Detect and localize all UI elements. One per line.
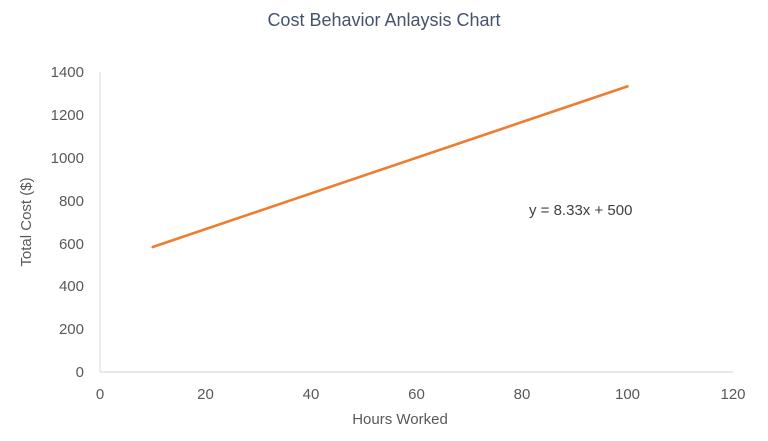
x-tick: 120 <box>720 386 745 403</box>
total-cost-line <box>151 85 629 249</box>
y-tick: 1200 <box>51 107 84 124</box>
y-axis-title: Total Cost ($) <box>18 177 35 266</box>
x-tick: 80 <box>514 386 531 403</box>
x-tick: 60 <box>408 386 425 403</box>
x-tick: 100 <box>615 386 640 403</box>
y-tick: 600 <box>59 236 84 253</box>
y-tick-labels: 0 200 400 600 800 1000 1200 1400 <box>51 64 84 381</box>
y-tick: 1000 <box>51 150 84 167</box>
y-tick: 0 <box>76 364 84 381</box>
y-tick: 800 <box>59 193 84 210</box>
x-tick: 40 <box>303 386 320 403</box>
x-tick: 20 <box>197 386 214 403</box>
chart-title: Cost Behavior Anlaysis Chart <box>267 10 500 30</box>
x-tick: 0 <box>96 386 104 403</box>
x-axis-title: Hours Worked <box>352 411 448 428</box>
y-tick: 1400 <box>51 64 84 81</box>
x-tick-labels: 0 20 40 60 80 100 120 <box>96 386 746 403</box>
y-tick: 200 <box>59 321 84 338</box>
y-tick: 400 <box>59 278 84 295</box>
trendline-equation: y = 8.33x + 500 <box>529 202 632 219</box>
